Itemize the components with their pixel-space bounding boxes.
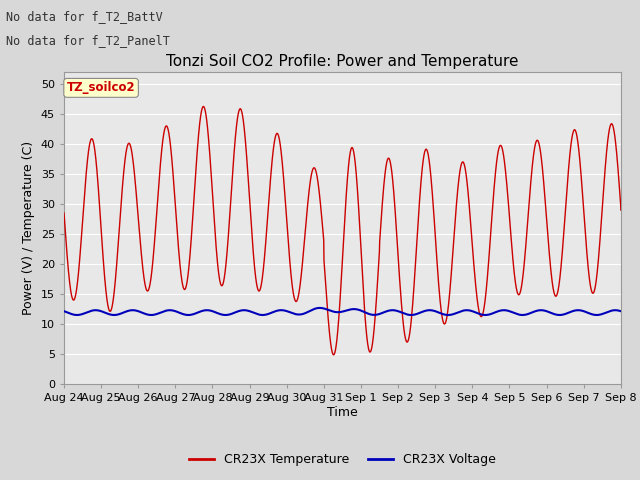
- Title: Tonzi Soil CO2 Profile: Power and Temperature: Tonzi Soil CO2 Profile: Power and Temper…: [166, 54, 518, 70]
- X-axis label: Time: Time: [327, 406, 358, 419]
- Text: TZ_soilco2: TZ_soilco2: [67, 82, 136, 95]
- Y-axis label: Power (V) / Temperature (C): Power (V) / Temperature (C): [22, 141, 35, 315]
- Text: No data for f_T2_PanelT: No data for f_T2_PanelT: [6, 34, 170, 47]
- Legend: CR23X Temperature, CR23X Voltage: CR23X Temperature, CR23X Voltage: [184, 448, 501, 471]
- Text: No data for f_T2_BattV: No data for f_T2_BattV: [6, 10, 163, 23]
